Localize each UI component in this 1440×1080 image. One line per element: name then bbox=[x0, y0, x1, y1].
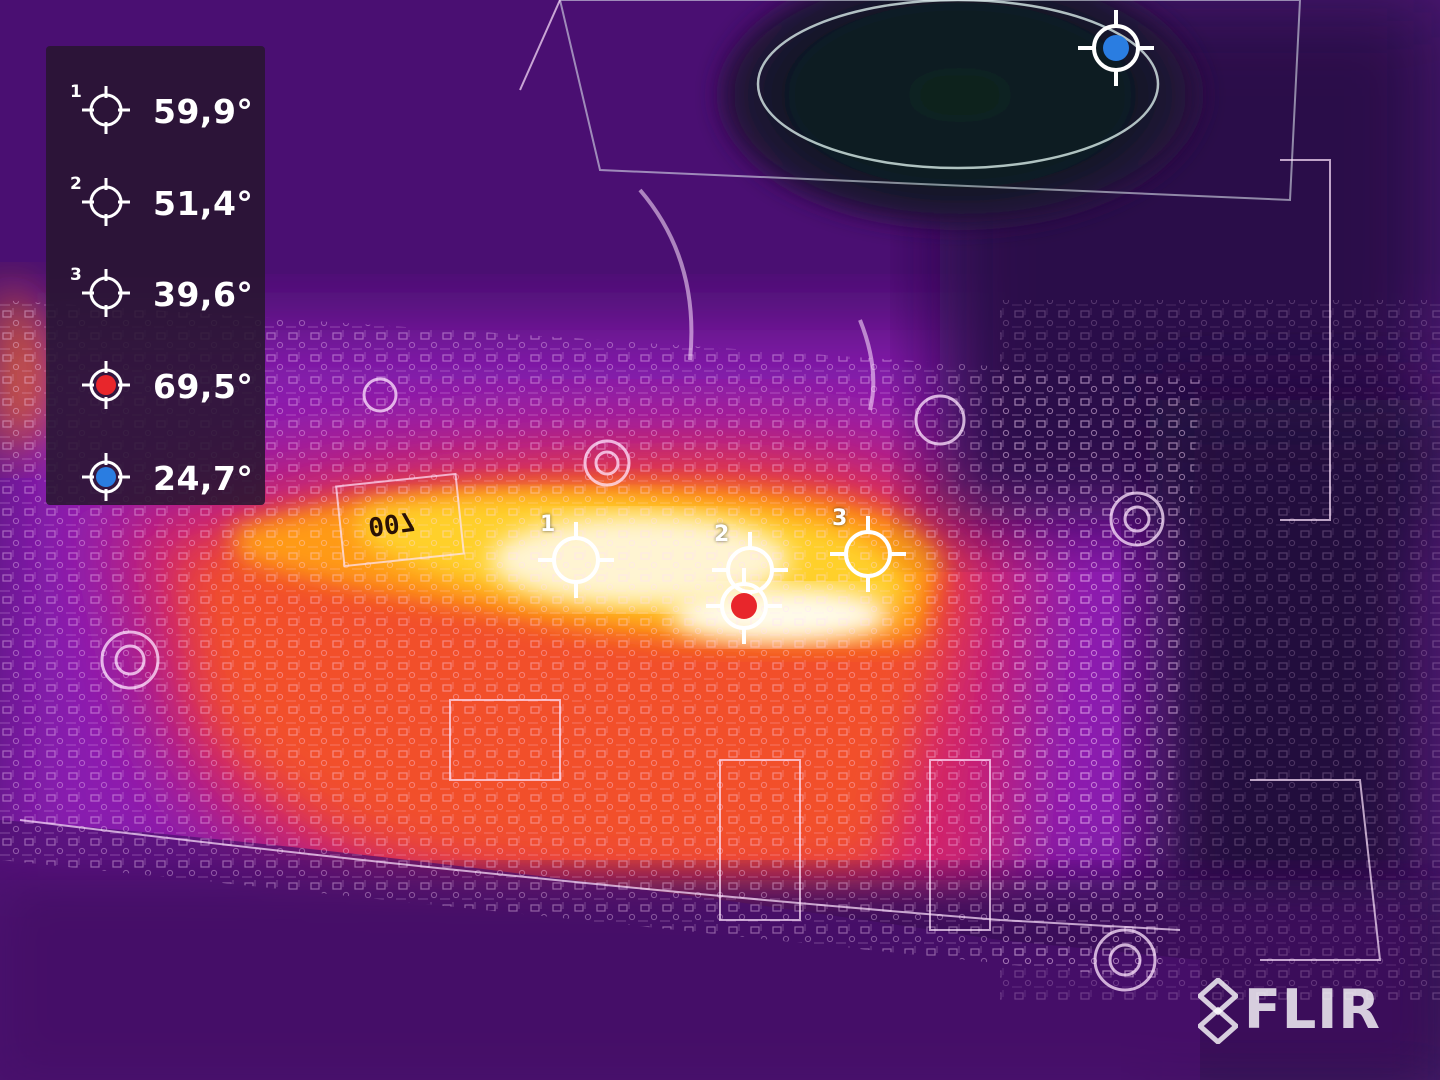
measurement-value: 39,6° bbox=[153, 275, 254, 314]
spot-marker-1: 1 bbox=[526, 510, 626, 610]
hot-spot-marker bbox=[694, 556, 794, 656]
brand-name: FLIR bbox=[1244, 978, 1381, 1041]
measurement-value: 24,7° bbox=[153, 459, 254, 498]
measurement-row-3: 3 39,6° bbox=[46, 261, 265, 321]
spot-index: 3 bbox=[70, 265, 82, 285]
measurement-row-2: 2 51,4° bbox=[46, 170, 265, 230]
measurement-row-hot: 69,5° bbox=[46, 353, 265, 413]
spot-index: 2 bbox=[70, 174, 82, 194]
spot-index: 1 bbox=[70, 82, 82, 102]
measurement-value: 51,4° bbox=[153, 184, 254, 223]
measurement-row-1: 1 59,9° bbox=[46, 78, 265, 138]
crosshair-icon bbox=[82, 269, 130, 317]
cold-spot-crosshair-icon bbox=[82, 453, 130, 501]
spot-label: 2 bbox=[714, 522, 730, 547]
cold-spot-crosshair-icon bbox=[1078, 10, 1154, 86]
brand-logo-icon bbox=[1198, 978, 1238, 1044]
measurement-panel: 1 59,9° 2 51,4° 3 39,6° 69,5° bbox=[46, 46, 265, 505]
spot-label: 3 bbox=[832, 506, 848, 531]
crosshair-icon bbox=[82, 178, 130, 226]
cold-spot-marker bbox=[1066, 0, 1166, 100]
brand-watermark: FLIR bbox=[1196, 976, 1396, 1046]
measurement-row-cold: 24,7° bbox=[46, 445, 265, 505]
measurement-value: 69,5° bbox=[153, 367, 254, 406]
crosshair-icon bbox=[82, 86, 130, 134]
hot-spot-crosshair-icon bbox=[82, 361, 130, 409]
crosshair-icon bbox=[538, 522, 614, 598]
measurement-value: 59,9° bbox=[153, 92, 254, 131]
spot-marker-3: 3 bbox=[818, 504, 918, 604]
crosshair-icon bbox=[830, 516, 906, 592]
hot-spot-crosshair-icon bbox=[706, 568, 782, 644]
spot-label: 1 bbox=[540, 512, 556, 537]
